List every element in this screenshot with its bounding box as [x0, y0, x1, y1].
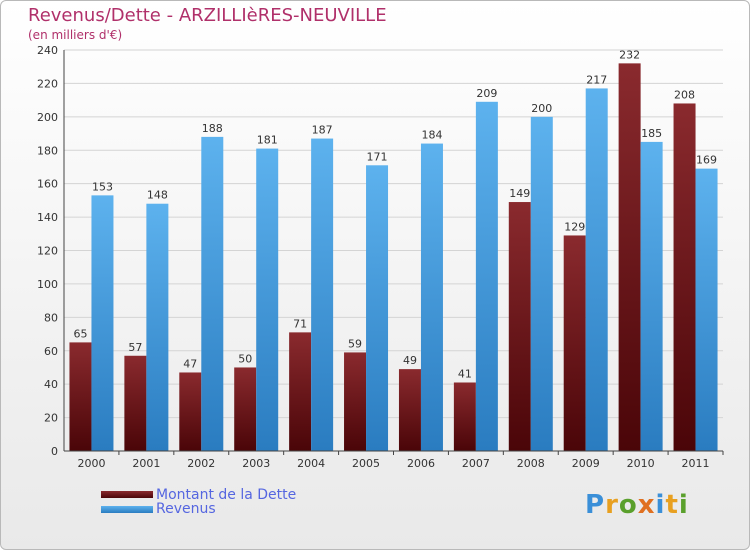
bar-revenus: [585, 88, 608, 451]
bar-dette: [618, 63, 641, 451]
y-tick-label: 220: [37, 77, 58, 90]
y-tick-label: 20: [44, 412, 58, 425]
value-label-revenus: 148: [147, 189, 168, 202]
value-label-revenus: 200: [531, 102, 552, 115]
bar-dette: [398, 369, 421, 451]
bar-revenus: [530, 116, 553, 451]
bars: [69, 63, 718, 452]
value-label-revenus: 181: [257, 134, 278, 147]
bar-revenus: [311, 138, 334, 451]
value-label-dette: 41: [458, 367, 472, 380]
chart-title: Revenus/Dette - ARZILLIèRES-NEUVILLE: [28, 5, 387, 26]
bar-dette: [69, 342, 92, 451]
value-label-dette: 149: [509, 187, 530, 200]
y-tick-label: 180: [37, 144, 58, 157]
x-tick-label: 2006: [407, 457, 435, 470]
bar-dette: [344, 352, 367, 451]
value-label-dette: 71: [293, 317, 307, 330]
bar-revenus: [695, 168, 718, 452]
x-tick-label: 2001: [132, 457, 160, 470]
y-tick-label: 100: [37, 278, 58, 291]
bar-dette: [234, 367, 257, 451]
bar-dette: [453, 382, 476, 451]
grid-lines: [64, 49, 723, 452]
value-label-dette: 47: [183, 357, 197, 370]
value-label-dette: 49: [403, 354, 417, 367]
bar-dette: [124, 355, 147, 451]
value-label-revenus: 209: [476, 87, 497, 100]
y-tick-label: 240: [37, 44, 58, 57]
legend-label-revenus: Revenus: [156, 501, 216, 517]
legend-label-dette: Montant de la Dette: [156, 487, 297, 503]
value-label-dette: 232: [619, 48, 640, 61]
chart-subtitle: (en milliers d'€): [28, 28, 123, 42]
bar-revenus: [640, 141, 663, 452]
y-tick-label: 80: [44, 311, 58, 324]
value-label-revenus: 153: [92, 180, 113, 193]
x-tick-label: 2010: [627, 457, 655, 470]
x-tick-label: 2005: [352, 457, 380, 470]
y-tick-label: 0: [51, 445, 58, 458]
x-tick-label: 2007: [462, 457, 490, 470]
legend-swatch-revenus: [101, 506, 153, 513]
bar-dette: [563, 235, 586, 451]
bar-revenus: [201, 136, 224, 451]
x-tick-label: 2003: [242, 457, 270, 470]
y-tick-label: 200: [37, 111, 58, 124]
x-tick-label: 2011: [682, 457, 710, 470]
value-labels: 65 153 57 148 47 188 50 181 71 187 59 171 49 184 41 209…: [73, 48, 717, 380]
bar-dette: [673, 103, 696, 451]
value-label-revenus: 185: [641, 127, 662, 140]
x-tick-label: 2009: [572, 457, 600, 470]
bar-dette: [179, 372, 202, 451]
value-label-revenus: 188: [202, 122, 223, 135]
bar-revenus: [475, 101, 498, 451]
x-tick-label: 2008: [517, 457, 545, 470]
proxiti-logo: Proxiti: [585, 490, 689, 520]
x-tick-label: 2002: [187, 457, 215, 470]
x-tick-label: 2000: [77, 457, 105, 470]
value-label-revenus: 217: [586, 73, 607, 86]
legend-swatch-dette: [101, 491, 153, 498]
value-label-revenus: 171: [367, 150, 388, 163]
value-label-revenus: 169: [696, 154, 717, 167]
value-label-revenus: 187: [312, 124, 333, 137]
y-tick-label: 60: [44, 345, 58, 358]
bar-dette: [289, 332, 312, 451]
bar-revenus: [146, 203, 169, 451]
y-tick-label: 40: [44, 378, 58, 391]
value-label-dette: 59: [348, 337, 362, 350]
value-label-dette: 208: [674, 88, 695, 101]
bar-revenus: [420, 143, 443, 452]
value-label-revenus: 184: [421, 129, 442, 142]
y-tick-label: 140: [37, 211, 58, 224]
bar-revenus: [256, 148, 279, 451]
axes: 0 20 40 60 80 100 120 140 160 180 200 220 240 2000 200…: [37, 44, 724, 470]
value-label-dette: 129: [564, 220, 585, 233]
bar-revenus: [91, 195, 114, 451]
y-tick-label: 160: [37, 178, 58, 191]
value-label-dette: 57: [128, 341, 142, 354]
bar-revenus: [366, 165, 389, 451]
bar-dette: [508, 202, 531, 451]
value-label-dette: 65: [73, 327, 87, 340]
x-tick-label: 2004: [297, 457, 325, 470]
value-label-dette: 50: [238, 352, 252, 365]
y-tick-label: 120: [37, 245, 58, 258]
